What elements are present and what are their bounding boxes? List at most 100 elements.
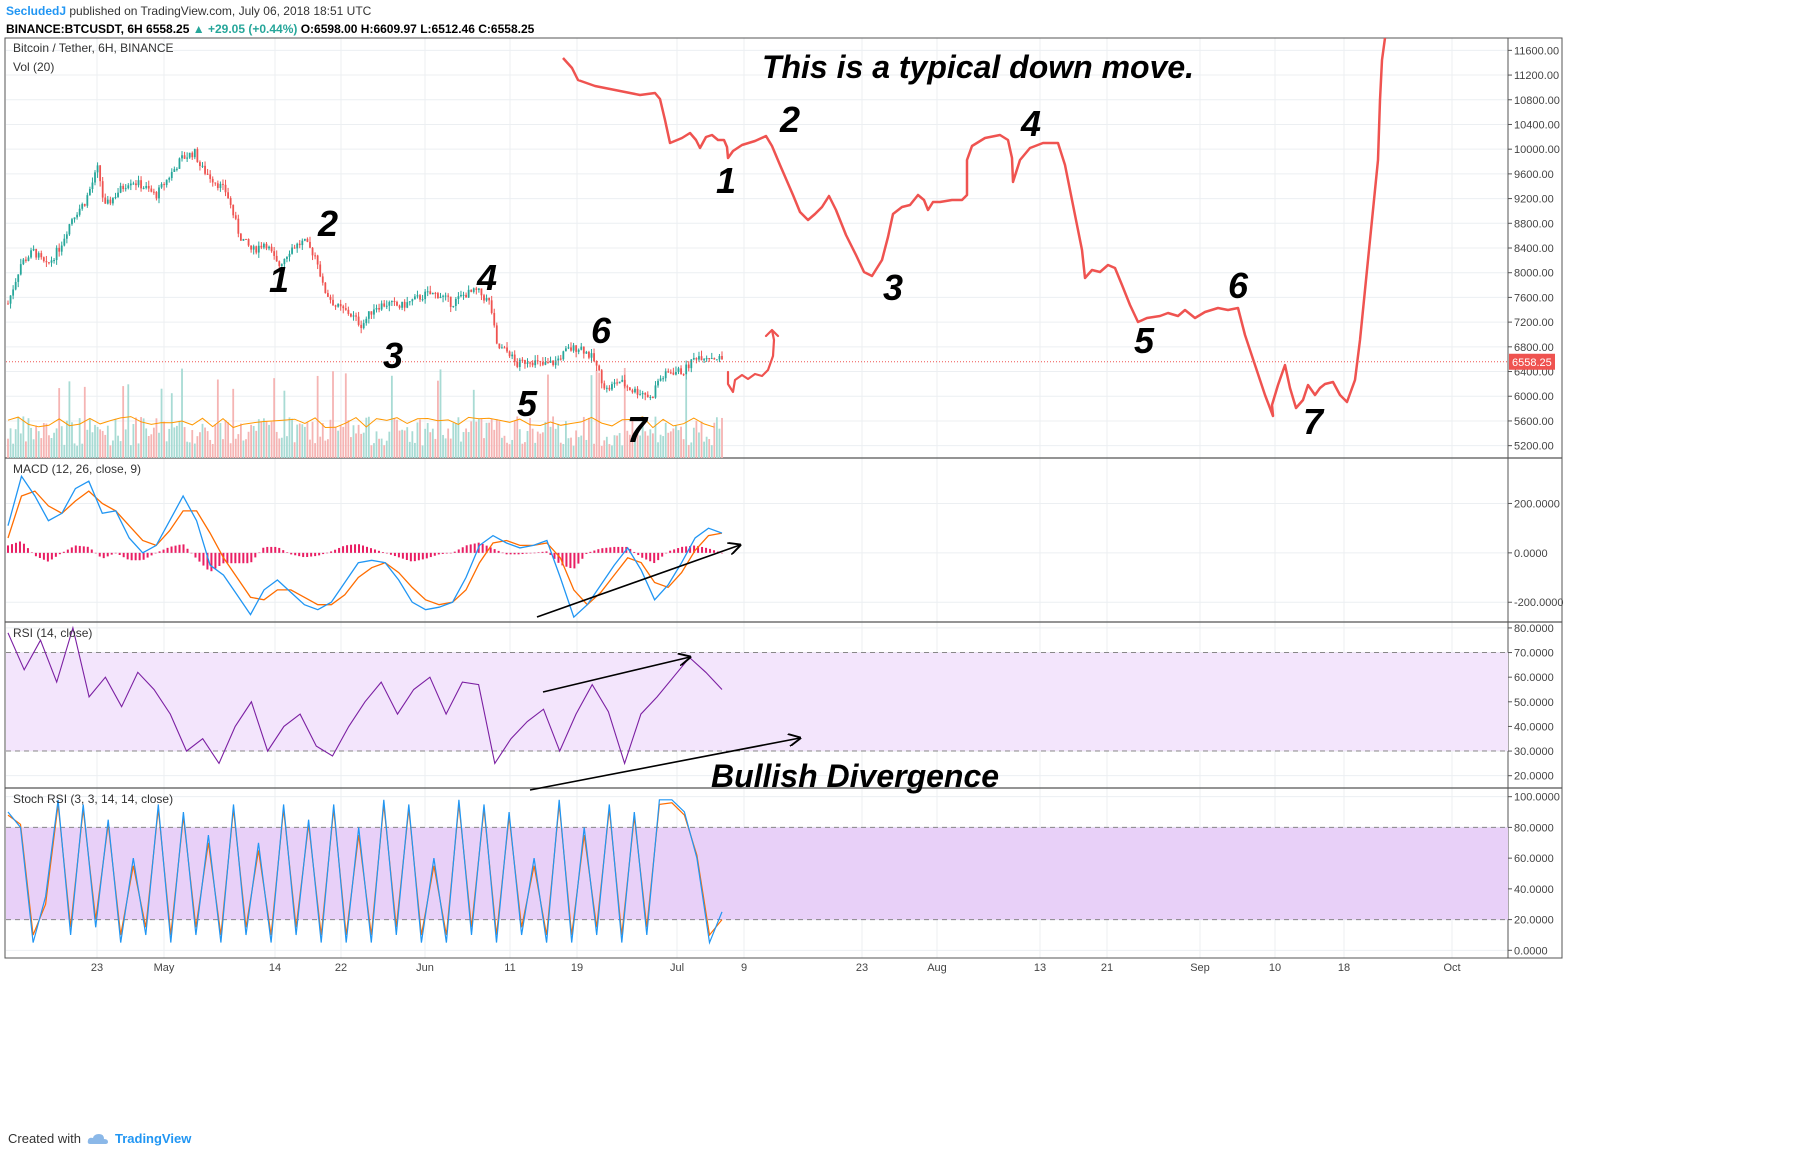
macd-histogram-bar [509,552,512,555]
macd-divergence-arrow [536,545,740,618]
price-axis-label: 100.0000 [1514,792,1560,804]
macd-histogram-bar [581,552,584,559]
volume-bar [30,427,32,458]
volume-bar [91,432,94,458]
candle-body [140,180,142,189]
candle-body [659,378,662,381]
candle-body [42,257,45,262]
last-price-label: 6558.25 [146,22,190,36]
macd-histogram-bar [350,544,353,553]
volume-bar [206,431,209,458]
candle-body [303,238,306,241]
macd-histogram-bar [26,548,29,553]
symbol-label: BINANCE:BTCUSDT, 6H [6,22,143,36]
volume-bar [53,432,55,458]
volume-bar [582,416,585,458]
macd-histogram-bar [118,552,121,556]
volume-bar [334,426,337,458]
volume-bar [703,441,705,458]
volume-bar [224,419,227,458]
low-value: 6512.46 [431,22,475,36]
wave-label: 4 [476,257,497,298]
volume-bar [37,431,40,458]
macd-histogram-bar [7,545,9,553]
volume-bar [485,422,488,458]
publish-text: published on TradingView.com, July 06, 2… [69,4,372,18]
candle-body [703,359,705,361]
volume-bar [352,425,355,458]
wave-label: 6 [591,310,612,351]
candle-body [58,247,61,252]
candle-body [247,239,250,246]
volume-bar [680,426,682,458]
candle-body [321,276,324,283]
indicator-band [6,827,1508,920]
time-tick-label: 13 [1034,962,1046,974]
volume-bar [585,439,588,458]
macd-histogram-bar [346,545,349,553]
macd-histogram-bar [473,543,476,553]
candle-body [94,172,96,183]
volume-bar [94,424,96,458]
candle-body [398,305,401,308]
volume-bar [659,434,662,458]
volume-bar [559,442,562,458]
time-tick-label: Jun [416,962,434,974]
price-axis-label: 40.0000 [1514,884,1554,896]
macd-histogram-bar [689,545,692,553]
time-tick-label: 11 [504,962,515,974]
volume-bar [32,439,35,458]
volume-bar [22,416,25,458]
candle-body [700,356,703,361]
author-link[interactable]: SecludedJ [6,4,67,18]
volume-bar [60,426,63,458]
candle-body [582,346,585,354]
candle-body [332,299,334,306]
publish-info: SecludedJ published on TradingView.com, … [6,4,371,18]
volume-bar [401,429,404,458]
candle-body [76,214,78,218]
volume-bar [518,429,521,458]
volume-bar [188,442,191,458]
candle-body [710,358,713,360]
candle-body [229,198,232,205]
candle-body [17,274,20,282]
candle-body [257,245,260,253]
volume-bar [554,428,557,458]
tradingview-brand-link[interactable]: TradingView [114,1131,192,1146]
time-tick-label: 10 [1269,962,1281,974]
macd-histogram-bar [170,546,173,553]
volume-bar [355,433,357,458]
change-label: ▲ +29.05 (+0.44%) [192,22,298,36]
candle-body [646,394,649,398]
candle-body [60,245,63,252]
candle-body [380,303,383,310]
candle-body [598,365,601,371]
candle-body [367,311,370,319]
candle-body [403,301,406,308]
volume-bar [631,418,634,458]
price-axis-label: 5600.00 [1514,416,1554,428]
volume-bar [270,421,273,458]
volume-bar [170,393,173,458]
volume-bar [242,440,245,458]
volume-bar [690,442,693,458]
pane-titles: Bitcoin / Tether, 6H, BINANCE MACD (12, 2… [13,41,174,806]
volume-bar [227,422,229,458]
volume-bar [247,431,250,458]
price-axis-label: 80.0000 [1514,623,1554,635]
volume-bar [147,435,150,458]
candle-body [549,360,552,363]
volume-bar [71,422,73,458]
volume-bar [150,434,153,458]
macd-histogram-bar [302,552,305,558]
macd-histogram-bar [270,546,273,553]
macd-histogram-bar [326,552,329,554]
macd-histogram-bar [713,550,716,553]
volume-bar [531,428,534,458]
macd-histogram-bar [493,549,496,553]
volume-bar [439,369,442,458]
candle-body [626,386,629,388]
